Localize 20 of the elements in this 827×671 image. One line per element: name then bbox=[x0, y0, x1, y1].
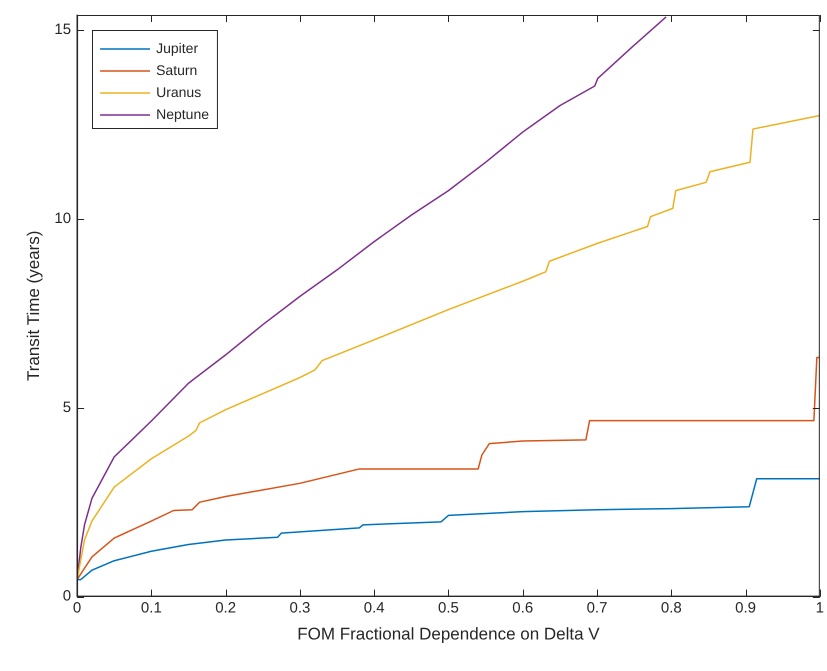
legend-label: Uranus bbox=[156, 84, 202, 100]
y-tick-label: 15 bbox=[54, 21, 72, 38]
y-tick-label: 10 bbox=[54, 210, 72, 228]
x-tick-label: 0.8 bbox=[660, 600, 682, 617]
x-tick-label: 0.7 bbox=[586, 600, 608, 617]
legend-label: Jupiter bbox=[156, 40, 198, 56]
x-tick-label: 0.9 bbox=[735, 600, 756, 617]
x-tick-label: 0.3 bbox=[289, 600, 310, 617]
x-tick-label: 1 bbox=[816, 600, 824, 617]
y-tick-label: 5 bbox=[62, 398, 72, 416]
x-tick-label: 0.1 bbox=[140, 600, 162, 617]
x-tick-label: 0.6 bbox=[512, 600, 534, 617]
x-tick-label: 0.4 bbox=[364, 600, 385, 617]
legend-label: Saturn bbox=[156, 62, 198, 78]
y-axis-title: Transit Time (years) bbox=[24, 230, 43, 382]
legend-label: Neptune bbox=[156, 106, 210, 122]
x-axis-title: FOM Fractional Dependence on Delta V bbox=[297, 624, 600, 644]
y-tick-label: 0 bbox=[62, 588, 72, 605]
x-tick-label: 0.2 bbox=[215, 600, 236, 617]
x-tick-label: 0.5 bbox=[438, 600, 459, 617]
